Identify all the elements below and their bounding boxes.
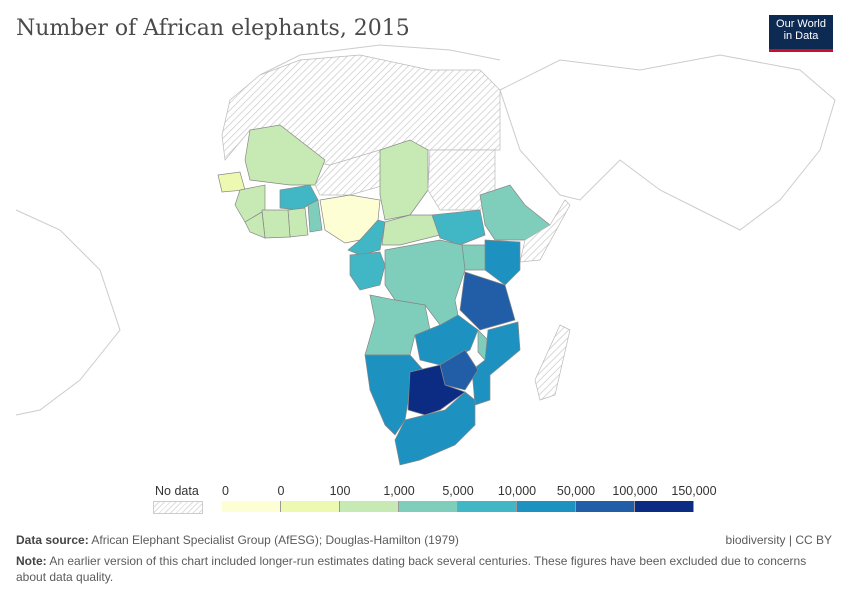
- legend-no-data-label: No data: [155, 484, 199, 498]
- legend-bin[interactable]: [635, 501, 694, 512]
- country-liberia[interactable]: [244, 211, 266, 239]
- legend-bin[interactable]: [281, 501, 340, 512]
- legend-bin[interactable]: [399, 501, 458, 512]
- country-cameroon[interactable]: [347, 219, 386, 256]
- legend-tick: 1,000: [383, 484, 415, 498]
- logo-line2: in Data: [783, 30, 819, 42]
- legend-bin[interactable]: [340, 501, 399, 512]
- chart-title: Number of African elephants, 2015: [16, 16, 410, 41]
- country-central-african-republic[interactable]: [381, 214, 441, 246]
- legend-bin[interactable]: [222, 501, 281, 512]
- legend-tick: 0: [222, 484, 229, 498]
- country-mali[interactable]: [244, 124, 326, 186]
- legend-no-data-swatch: [153, 501, 203, 514]
- world-outlines: [15, 44, 836, 416]
- source-label: Data source:: [16, 533, 89, 547]
- country-ivory-coast[interactable]: [261, 209, 291, 239]
- country-botswana[interactable]: [407, 364, 466, 416]
- country-togo-benin[interactable]: [307, 199, 323, 233]
- legend-tick: 100: [329, 484, 351, 498]
- country-south-africa[interactable]: [394, 391, 476, 466]
- legend-tick: 50,000: [556, 484, 596, 498]
- country-south-sudan[interactable]: [431, 209, 486, 246]
- source-line: Data source: African Elephant Specialist…: [16, 533, 459, 547]
- country-tanzania[interactable]: [459, 271, 516, 331]
- country-madagascar[interactable]: [534, 324, 571, 401]
- legend-tick: 5,000: [442, 484, 474, 498]
- note-text: An earlier version of this chart include…: [16, 554, 807, 584]
- country-ghana[interactable]: [287, 207, 309, 238]
- legend-bin[interactable]: [458, 501, 517, 512]
- owid-logo[interactable]: Our World in Data: [769, 15, 833, 52]
- legend-bin[interactable]: [517, 501, 576, 512]
- note-label: Note:: [16, 554, 47, 568]
- legend-tick: 10,000: [497, 484, 537, 498]
- legend-bin[interactable]: [576, 501, 635, 512]
- source-text: African Elephant Specialist Group (AfESG…: [91, 533, 459, 547]
- country-gabon-congo[interactable]: [349, 251, 386, 291]
- license[interactable]: biodiversity | CC BY: [725, 533, 832, 547]
- logo-line1: Our World: [776, 18, 826, 30]
- country-senegal[interactable]: [217, 171, 246, 193]
- legend-tick: 100,000: [612, 484, 658, 498]
- country-chad[interactable]: [379, 139, 429, 221]
- legend-tick: 0: [277, 484, 285, 498]
- country-mozambique[interactable]: [471, 321, 521, 406]
- note: Note: An earlier version of this chart i…: [16, 553, 826, 585]
- country-uganda[interactable]: [461, 244, 486, 271]
- legend-tick: 150,000: [671, 484, 717, 498]
- country-kenya[interactable]: [484, 239, 521, 286]
